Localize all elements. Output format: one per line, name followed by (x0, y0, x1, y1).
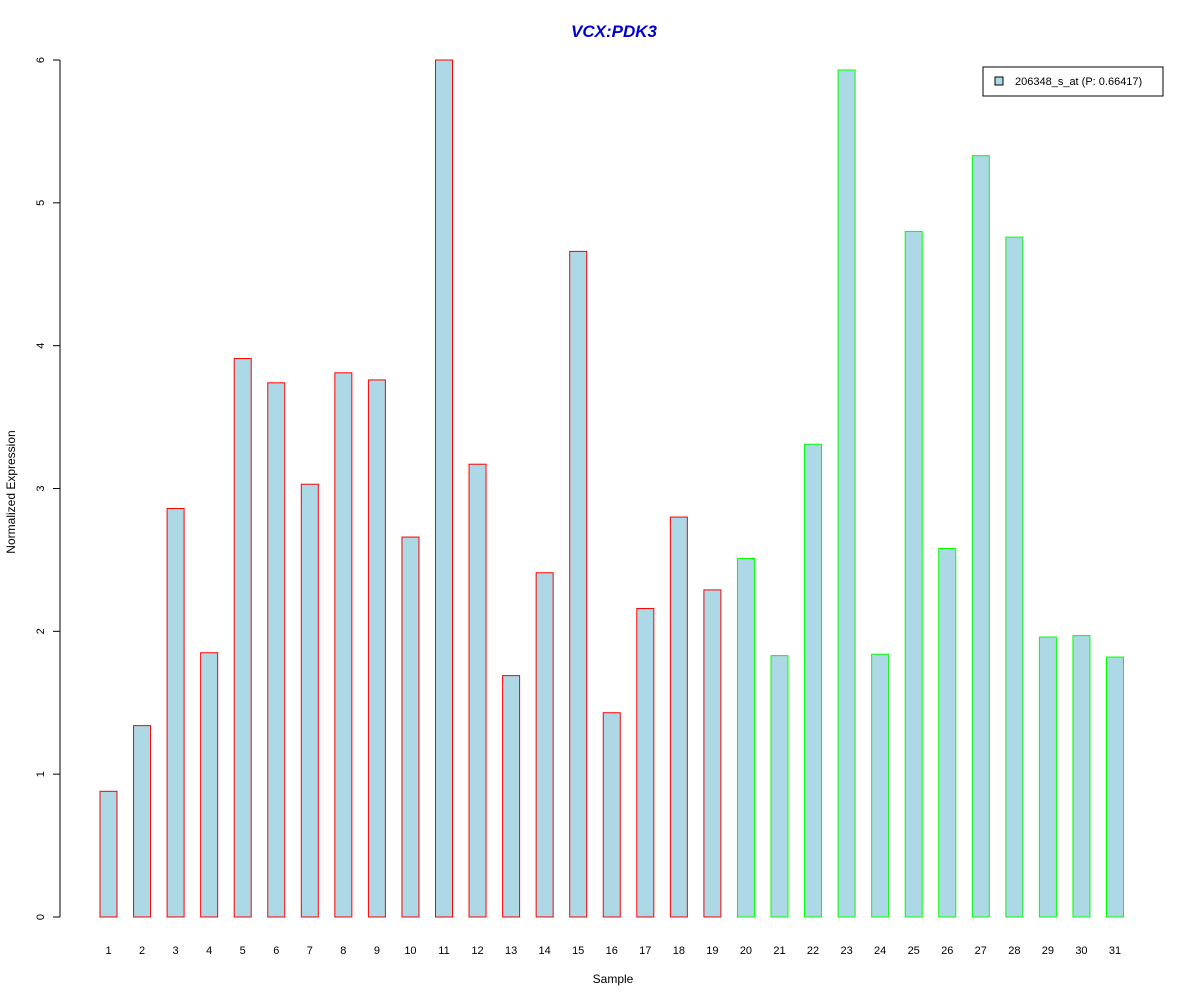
y-tick-label: 5 (35, 200, 47, 206)
bar (1072, 635, 1091, 918)
x-tick-label: 25 (908, 945, 920, 957)
x-tick-label: 21 (773, 945, 785, 957)
legend: 206348_s_at (P: 0.66417) (982, 66, 1164, 97)
bar (871, 653, 890, 918)
x-tick-label: 23 (840, 945, 852, 957)
y-tick-label: 3 (35, 485, 47, 491)
bar (233, 358, 252, 918)
bar (1005, 236, 1024, 918)
bar (334, 372, 353, 918)
x-tick-label: 3 (173, 945, 179, 957)
x-tick-label: 18 (673, 945, 685, 957)
y-tick-label: 2 (35, 628, 47, 634)
x-tick-label: 12 (471, 945, 483, 957)
bar (1106, 656, 1124, 918)
x-tick-label: 29 (1042, 945, 1054, 957)
x-tick-label: 19 (706, 945, 718, 957)
x-tick-label: 9 (374, 945, 380, 957)
bar (736, 557, 755, 918)
bar (401, 536, 420, 918)
x-tick-label: 7 (307, 945, 313, 957)
x-tick-label: 1 (105, 945, 111, 957)
bar (1038, 636, 1057, 918)
x-tick-labels: 1 2 3 4 5 6 7 8 9 10 11 12 13 14 15 16 17 18 19 20 21 22 23 24 2… (105, 945, 1121, 957)
bar (502, 675, 521, 918)
x-tick-label: 17 (639, 945, 651, 957)
x-tick-label: 6 (273, 945, 279, 957)
bar (367, 379, 386, 918)
x-tick-label: 27 (975, 945, 987, 957)
bar (804, 443, 823, 918)
bar (938, 547, 957, 918)
x-tick-label: 2 (139, 945, 145, 957)
x-tick-label: 8 (340, 945, 346, 957)
bar (99, 790, 118, 918)
bar (669, 516, 688, 918)
x-tick-label: 13 (505, 945, 517, 957)
bar (133, 725, 152, 918)
x-tick-label: 31 (1109, 945, 1121, 957)
y-tick-label: 1 (35, 771, 47, 777)
legend-box (982, 66, 1164, 97)
x-tick-label: 30 (1075, 945, 1087, 957)
x-tick-label: 11 (438, 945, 449, 957)
x-axis-label: Sample (593, 972, 634, 986)
bar (636, 607, 655, 918)
bar (837, 69, 856, 918)
x-tick-label: 15 (572, 945, 584, 957)
y-axis-label: Normalized Expression (4, 430, 18, 553)
bar (971, 155, 990, 918)
bar (200, 652, 219, 918)
bar (602, 712, 621, 918)
y-tick-label: 4 (35, 343, 47, 349)
legend-label: 206348_s_at (P: 0.66417) (1015, 76, 1142, 88)
x-tick-label: 14 (539, 945, 551, 957)
x-tick-label: 20 (740, 945, 752, 957)
bar (468, 463, 487, 918)
y-tick-label: 6 (35, 57, 47, 63)
chart-title: VCX:PDK3 (571, 22, 658, 41)
y-ticks: 0 1 2 3 4 5 6 (35, 57, 60, 920)
bars (99, 59, 1124, 918)
x-tick-label: 5 (240, 945, 246, 957)
x-tick-label: 24 (874, 945, 886, 957)
bar (904, 230, 923, 918)
bar (770, 655, 789, 918)
bar (703, 589, 722, 918)
bar (166, 507, 185, 918)
x-tick-label: 28 (1008, 945, 1020, 957)
legend-swatch (994, 76, 1004, 86)
bar (300, 483, 319, 918)
x-tick-label: 22 (807, 945, 819, 957)
x-tick-label: 4 (206, 945, 212, 957)
bar (535, 572, 554, 918)
y-tick-label: 0 (35, 914, 47, 920)
x-tick-label: 16 (606, 945, 618, 957)
bar (267, 382, 286, 918)
bar (569, 250, 588, 918)
x-tick-label: 26 (941, 945, 953, 957)
bar (435, 59, 453, 918)
x-tick-label: 10 (404, 945, 416, 957)
